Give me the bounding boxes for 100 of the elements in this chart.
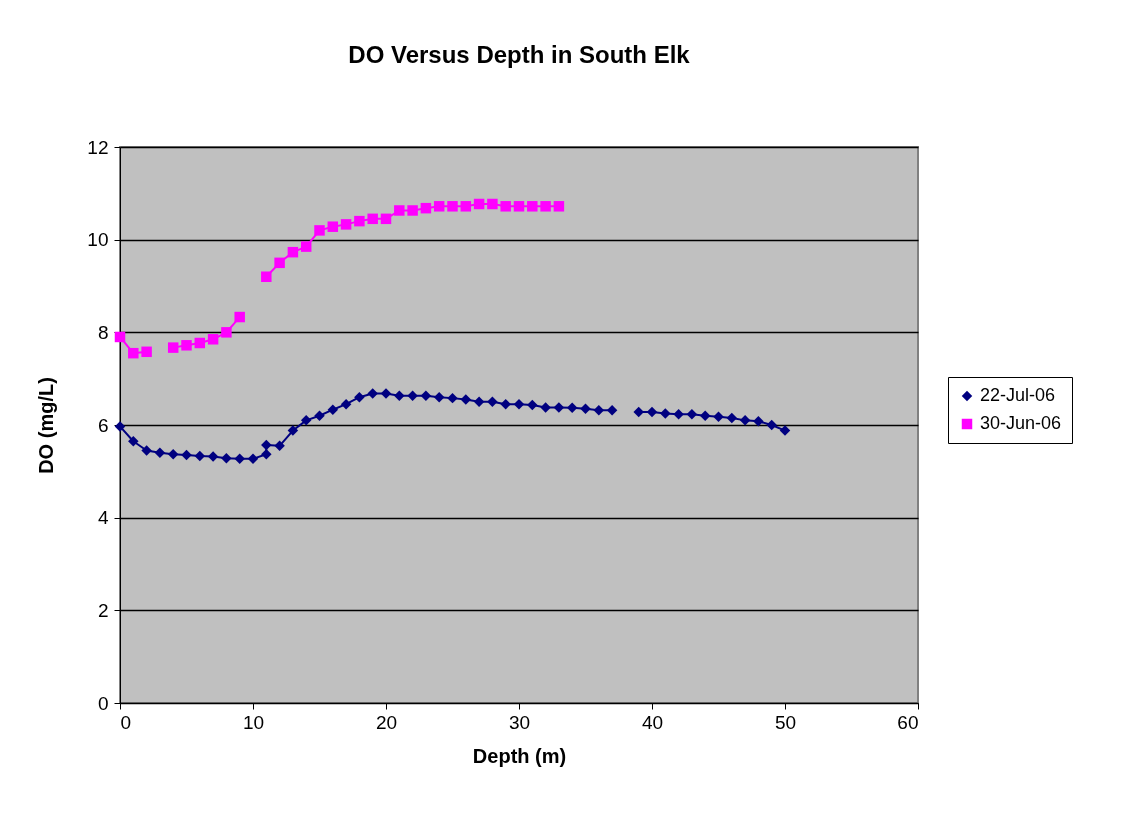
point — [314, 225, 325, 236]
point — [367, 213, 378, 225]
point — [766, 419, 777, 431]
point — [340, 219, 352, 230]
point — [221, 453, 232, 464]
point — [354, 215, 365, 227]
point — [207, 451, 219, 462]
point — [261, 439, 272, 451]
point — [261, 448, 272, 460]
point — [167, 342, 179, 353]
point — [194, 337, 206, 349]
x-tick-label: 40 — [641, 711, 664, 733]
point — [540, 201, 551, 212]
point — [274, 440, 285, 452]
x-tick-label: 10 — [242, 711, 265, 733]
point — [181, 340, 192, 351]
point — [287, 425, 299, 436]
point — [500, 201, 511, 212]
point — [447, 201, 458, 212]
point — [128, 347, 139, 359]
point — [314, 410, 325, 421]
point — [753, 416, 764, 427]
x-tick-label: 20 — [375, 711, 398, 733]
point — [154, 447, 166, 459]
point — [407, 205, 418, 216]
y-axis-title: DO (mg/L) — [35, 377, 58, 474]
point — [566, 402, 578, 414]
point — [407, 390, 418, 402]
point — [141, 445, 152, 456]
point — [274, 257, 285, 269]
point — [300, 415, 312, 426]
point — [500, 398, 511, 410]
point — [646, 406, 658, 418]
point — [580, 403, 591, 415]
point — [221, 327, 232, 338]
legend-label: 22-Jul-06 — [980, 385, 1056, 405]
point — [394, 205, 405, 216]
legend-label: 30-Jun-06 — [980, 413, 1062, 433]
point — [460, 394, 472, 405]
point — [673, 409, 684, 420]
point — [128, 435, 139, 447]
point — [473, 396, 485, 408]
y-tick-label: 0 — [97, 692, 109, 714]
point — [367, 388, 378, 399]
point — [247, 453, 259, 465]
point — [527, 201, 538, 212]
x-tick-label: 50 — [774, 711, 797, 733]
point — [633, 406, 644, 418]
point — [593, 404, 605, 416]
point — [606, 404, 618, 416]
point — [340, 398, 352, 410]
point — [553, 402, 565, 413]
y-tick-label: 12 — [87, 136, 109, 158]
x-tick-label: 0 — [120, 711, 132, 733]
point — [261, 271, 272, 282]
point — [327, 221, 339, 232]
point — [527, 399, 538, 411]
point — [447, 392, 458, 404]
point — [394, 390, 405, 402]
point — [433, 201, 445, 212]
point — [487, 198, 498, 210]
x-tick-label: 60 — [897, 711, 919, 733]
point — [167, 448, 179, 460]
chart-title: DO Versus Depth in South Elk — [348, 41, 691, 68]
point — [660, 408, 671, 419]
point — [553, 201, 565, 212]
point — [779, 425, 791, 436]
point — [433, 391, 445, 403]
point — [473, 198, 485, 210]
point — [540, 402, 551, 413]
point — [380, 213, 392, 225]
y-tick-label: 6 — [97, 414, 109, 436]
point — [713, 411, 724, 422]
point — [207, 334, 219, 345]
point — [234, 311, 245, 323]
point — [420, 390, 432, 402]
y-tick-label: 4 — [97, 507, 109, 529]
y-tick-label: 8 — [97, 321, 109, 343]
point — [726, 412, 738, 424]
point — [354, 391, 365, 403]
point — [234, 453, 245, 465]
point — [380, 388, 392, 399]
point — [181, 449, 192, 461]
point — [194, 450, 206, 462]
point — [513, 398, 525, 410]
point — [114, 331, 126, 343]
point — [460, 201, 472, 212]
point — [487, 396, 498, 408]
point — [300, 241, 312, 252]
point — [327, 404, 339, 415]
point — [141, 346, 152, 358]
x-tick-label: 30 — [508, 711, 531, 733]
point — [420, 202, 432, 214]
point — [513, 201, 525, 212]
y-tick-label: 10 — [87, 229, 109, 251]
point — [287, 246, 299, 258]
y-tick-label: 2 — [97, 599, 109, 621]
point — [686, 409, 698, 420]
point — [739, 415, 751, 426]
point — [699, 410, 711, 421]
